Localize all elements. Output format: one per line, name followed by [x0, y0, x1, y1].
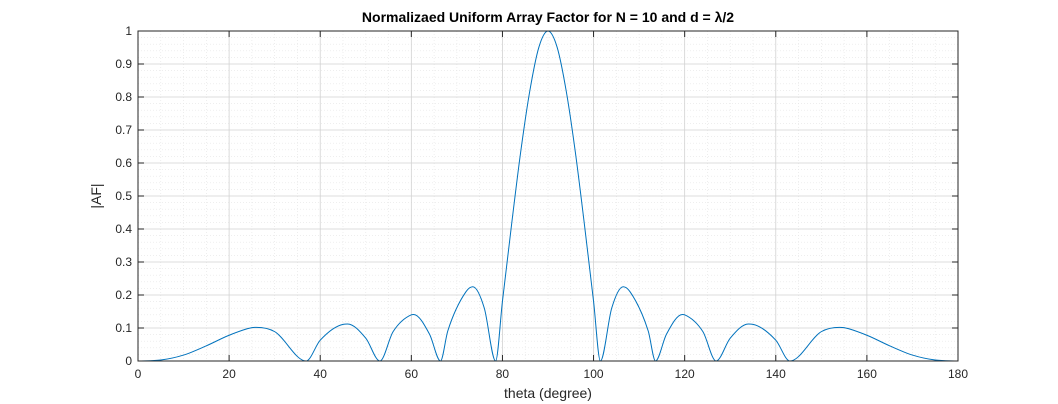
- x-tick-label: 180: [948, 367, 968, 381]
- y-tick-label: 1: [125, 24, 132, 38]
- ticks: [137, 30, 959, 362]
- x-tick-label: 80: [496, 367, 510, 381]
- y-tick-label: 0.2: [115, 288, 132, 302]
- y-tick-label: 0.5: [115, 189, 132, 203]
- y-axis-label: |AF|: [88, 183, 104, 208]
- x-tick-label: 120: [675, 367, 695, 381]
- x-tick-labels: 0 20 40 60 80 100 120 140 160 180: [135, 367, 969, 381]
- x-tick-label: 40: [314, 367, 328, 381]
- x-tick-label: 60: [405, 367, 419, 381]
- y-tick-label: 0.6: [115, 156, 132, 170]
- x-axis-label: theta (degree): [504, 385, 592, 401]
- chart-title: Normalizaed Uniform Array Factor for N =…: [362, 9, 734, 25]
- y-tick-label: 0.4: [115, 222, 132, 236]
- y-tick-label: 0.3: [115, 255, 132, 269]
- y-tick-label: 0.8: [115, 90, 132, 104]
- y-tick-labels: 0 0.1 0.2 0.3 0.4 0.5 0.6 0.7 0.8 0.9 1: [115, 24, 132, 368]
- x-tick-label: 160: [857, 367, 877, 381]
- y-tick-label: 0.9: [115, 57, 132, 71]
- x-tick-label: 0: [135, 367, 142, 381]
- x-tick-label: 100: [584, 367, 604, 381]
- y-tick-label: 0.7: [115, 123, 132, 137]
- y-tick-label: 0.1: [115, 321, 132, 335]
- x-tick-label: 20: [222, 367, 236, 381]
- y-tick-label: 0: [125, 354, 132, 368]
- x-tick-label: 140: [766, 367, 786, 381]
